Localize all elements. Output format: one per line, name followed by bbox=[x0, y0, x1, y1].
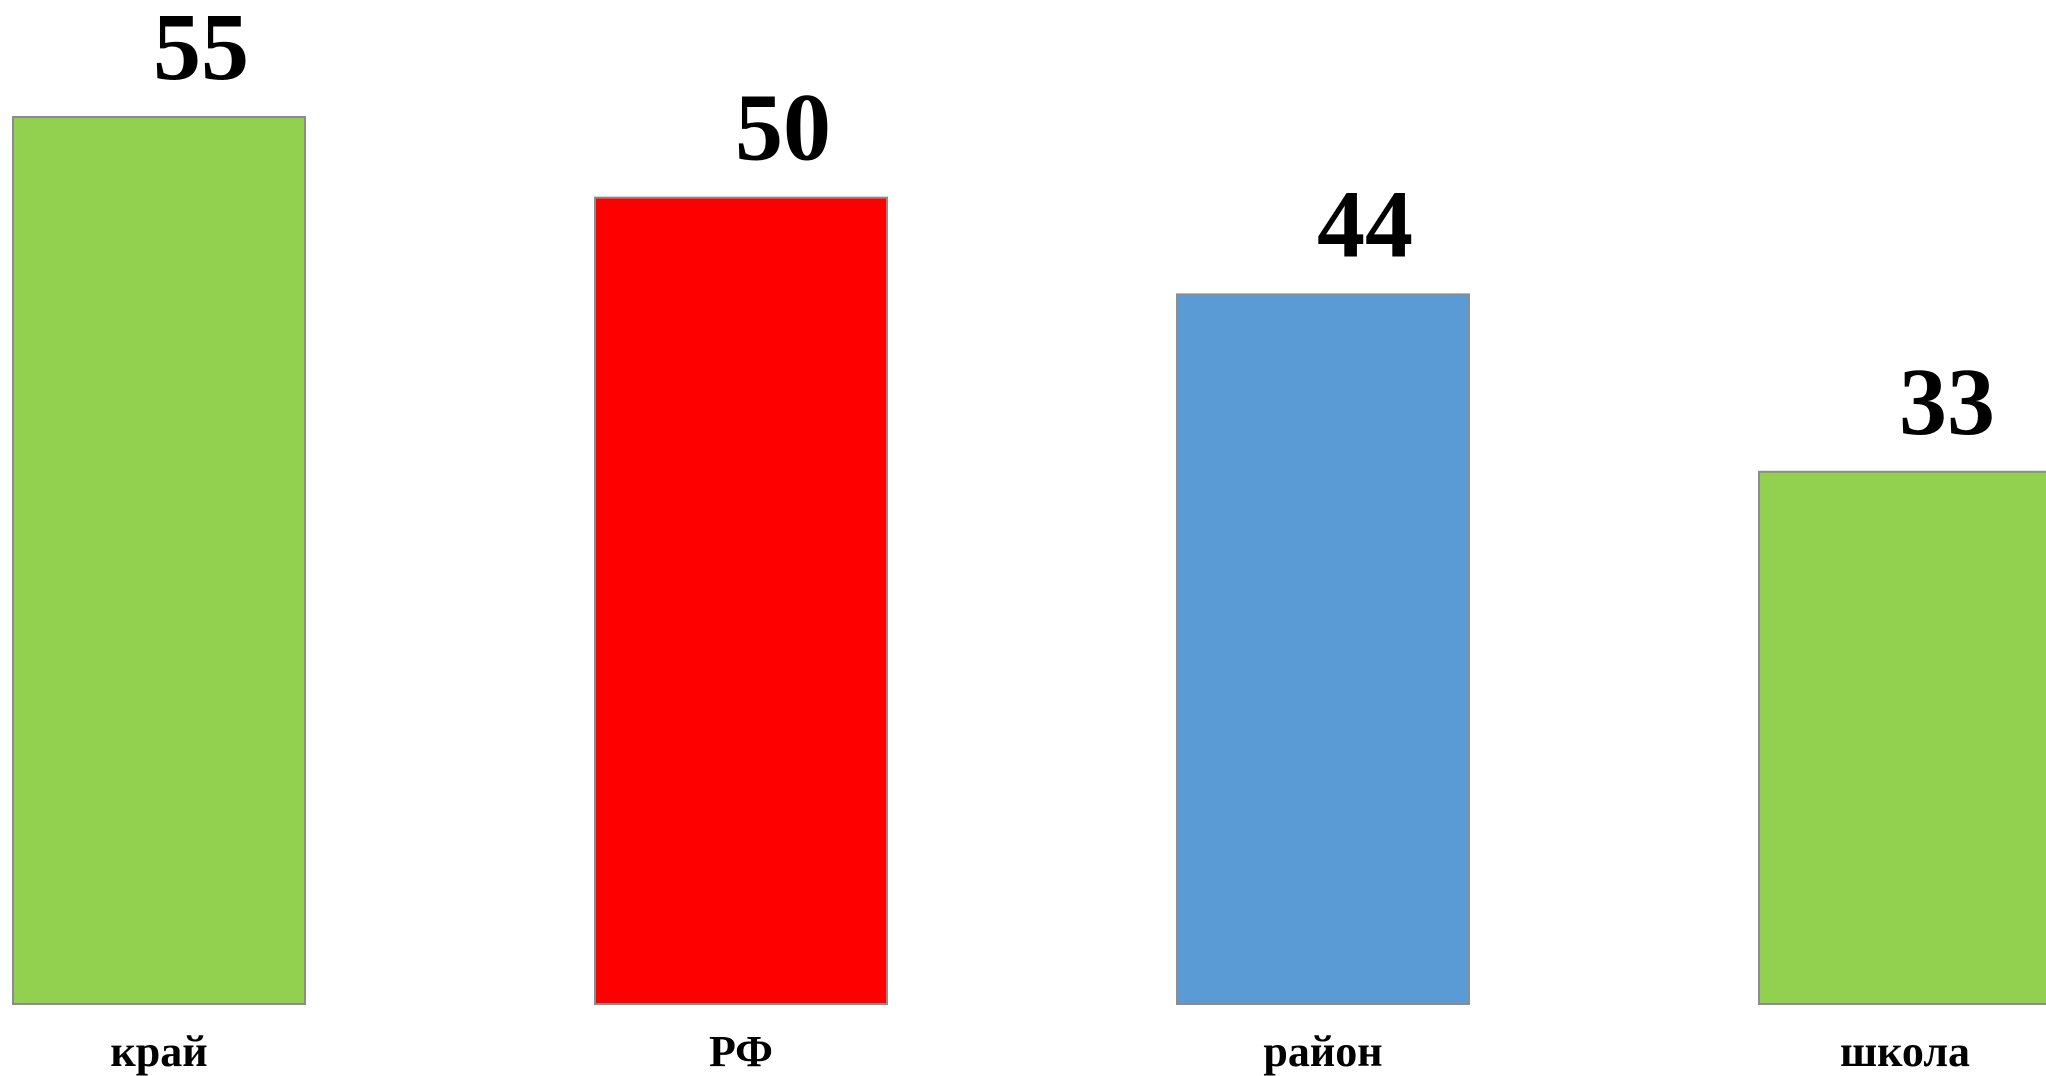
value-label-3: 44 bbox=[1317, 170, 1413, 277]
category-label-2: РФ bbox=[709, 1027, 773, 1076]
category-label-3: район bbox=[1263, 1027, 1382, 1076]
bars-group bbox=[12, 116, 2046, 1006]
bar-1 bbox=[12, 116, 306, 1005]
category-label-1: край bbox=[110, 1027, 207, 1076]
bar-4 bbox=[1758, 470, 2046, 1005]
value-label-4: 33 bbox=[1899, 348, 1995, 455]
value-label-2: 50 bbox=[735, 74, 831, 181]
bar-3 bbox=[1176, 293, 1470, 1005]
category-labels-group: край РФ район школа bbox=[110, 1027, 1970, 1076]
value-labels-group: 55 50 44 33 bbox=[153, 0, 1995, 455]
category-label-4: школа bbox=[1840, 1027, 1970, 1076]
bar-2 bbox=[594, 196, 888, 1006]
value-label-1: 55 bbox=[153, 0, 249, 100]
